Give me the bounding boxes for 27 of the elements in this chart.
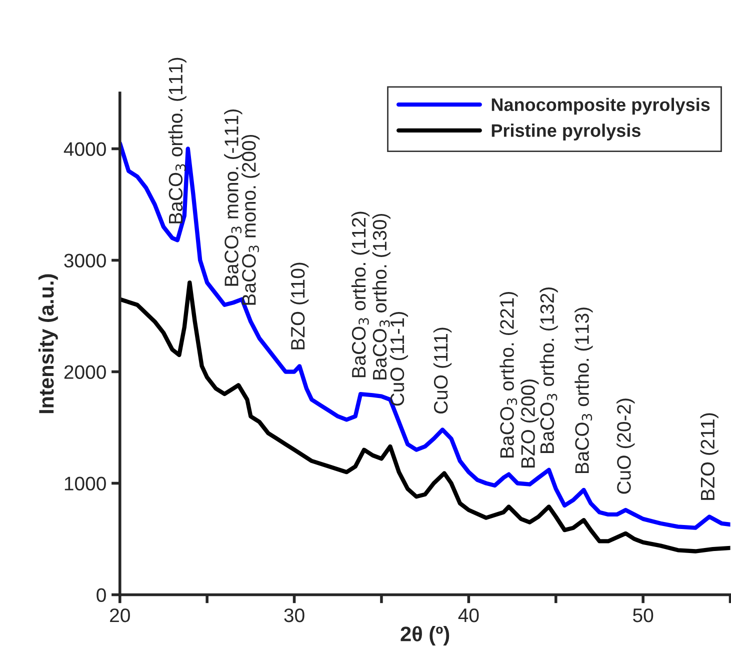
x-axis-title: 2θ (º) <box>400 626 450 646</box>
annotation: CuO (111) <box>433 328 452 414</box>
x-tick-label: 30 <box>284 608 304 622</box>
annotation: BaCO$_{3}$ ortho. (221) <box>500 292 518 458</box>
annotation: BaCO$_{3}$ ortho. (132) <box>540 288 558 453</box>
y-axis-title: Intensity (a.u.) <box>38 274 58 414</box>
y-tick-label: 0 <box>96 588 106 602</box>
y-tick-label: 1000 <box>64 476 106 490</box>
annotation: BaCO$_{3}$ ortho. (130) <box>372 214 390 380</box>
legend-label: Nanocomposite pyrolysis <box>492 98 710 115</box>
annotation: BaCO$_{3}$ ortho. (111) <box>168 58 186 224</box>
annotation: BaCO$_{3}$ mono. (-111) <box>224 110 242 286</box>
annotation: BZO (200) <box>520 380 539 468</box>
annotation: BaCO$_{3}$ mono. (200) <box>242 134 260 305</box>
annotation: BaCO$_{3}$ ortho. (112) <box>351 212 370 378</box>
legend-label: Pristine pyrolysis <box>492 124 640 141</box>
y-tick-label: 4000 <box>64 142 106 156</box>
y-tick-label: 2000 <box>64 365 106 379</box>
annotation: BaCO$_{3}$ ortho. (113) <box>574 308 593 474</box>
x-tick-label: 40 <box>458 608 479 622</box>
annotation: BZO (110) <box>290 262 309 350</box>
x-tick-label: 20 <box>110 608 130 622</box>
annotation: CuO (11-1) <box>390 312 408 406</box>
x-tick-label: 50 <box>633 608 654 622</box>
y-tick-label: 3000 <box>64 254 106 268</box>
annotation: BZO (211) <box>700 413 718 500</box>
annotation: CuO (20-2) <box>616 398 635 494</box>
